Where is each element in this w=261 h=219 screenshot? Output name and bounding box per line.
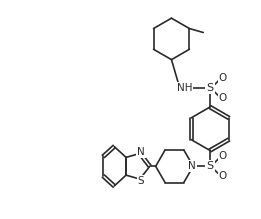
Text: O: O: [219, 73, 227, 83]
Text: NH: NH: [176, 83, 192, 93]
Text: S: S: [206, 83, 213, 93]
Text: O: O: [219, 151, 227, 161]
Text: N: N: [137, 147, 145, 157]
Text: S: S: [138, 176, 144, 186]
Text: S: S: [206, 161, 213, 171]
Text: O: O: [219, 93, 227, 103]
Text: N: N: [188, 161, 196, 171]
Text: O: O: [219, 171, 227, 181]
